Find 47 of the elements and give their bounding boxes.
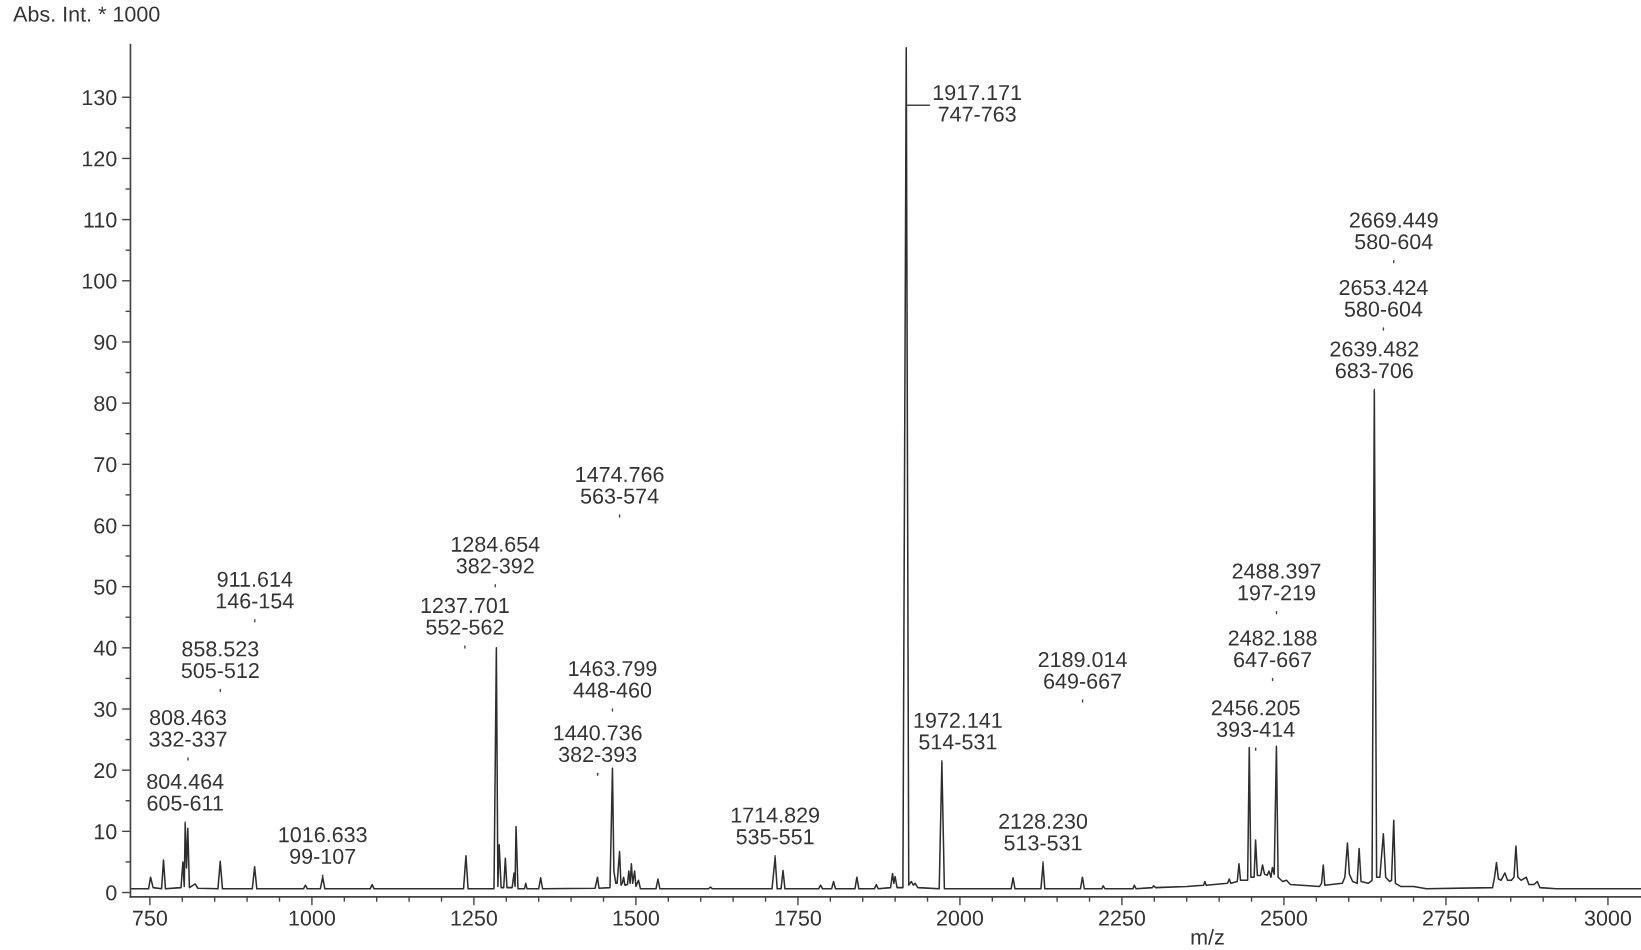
y-tick-label: 40 xyxy=(93,640,117,656)
y-tick-label: 50 xyxy=(94,579,117,595)
annotation: 808.463 332-337 xyxy=(149,709,227,747)
annotation: 2456.205 393-414 xyxy=(1211,700,1300,738)
y-tick-label: 90 xyxy=(94,334,117,350)
y-tick-label: 0 xyxy=(106,885,117,901)
annotation: 2488.397 197-219 xyxy=(1232,563,1321,601)
annotation: 2639.482 683-706 xyxy=(1330,341,1419,379)
x-axis-title: m/z xyxy=(1191,928,1224,945)
annotation: 804.464 605-611 xyxy=(147,773,224,811)
y-tick-label: 110 xyxy=(84,212,117,228)
x-tick-label: 750 xyxy=(133,910,168,926)
x-tick-label: 2750 xyxy=(1423,910,1470,926)
y-tick-label: 100 xyxy=(82,273,117,289)
annotation: 1474.766 563-574 xyxy=(576,466,664,504)
y-tick-label: 30 xyxy=(94,701,117,718)
annotation: 2189.014 649-667 xyxy=(1038,651,1127,689)
annotation: 1463.799 448-460 xyxy=(569,660,657,698)
annotation: 858.523 505-512 xyxy=(181,641,259,679)
annotation: 2653.424 580-604 xyxy=(1339,279,1428,317)
x-tick-label: 1500 xyxy=(613,910,660,926)
y-tick-label: 120 xyxy=(82,151,117,167)
annotation: 1237.701 552-562 xyxy=(421,597,509,635)
annotation: 2128.230 513-531 xyxy=(999,813,1088,851)
x-tick-label: 2500 xyxy=(1261,910,1308,926)
annotation: 1917.171 747-763 xyxy=(933,84,1021,122)
x-tick-label: 1000 xyxy=(289,910,336,926)
y-tick-label: 130 xyxy=(82,90,117,106)
y-tick-label: 10 xyxy=(94,824,117,840)
x-tick-label: 1750 xyxy=(775,910,822,926)
y-tick-label: 80 xyxy=(94,395,117,412)
annotation: 1972.141 514-531 xyxy=(914,712,1002,750)
annotation: 1440.736 382-393 xyxy=(554,725,642,763)
x-tick-label: 1250 xyxy=(451,910,498,926)
y-tick-label: 20 xyxy=(94,762,117,779)
x-tick-label: 2000 xyxy=(937,910,984,926)
x-tick-label: 3000 xyxy=(1584,910,1632,926)
annotation: 2482.188 647-667 xyxy=(1228,630,1317,668)
annotation: 2669.449 580-604 xyxy=(1349,212,1438,250)
y-tick-label: 70 xyxy=(94,457,117,473)
y-axis-title: Abs. Int. * 1000 xyxy=(13,5,160,22)
x-tick-label: 2250 xyxy=(1099,910,1146,926)
annotation: 1284.654 382-392 xyxy=(452,536,540,574)
y-tick-label: 60 xyxy=(94,518,117,534)
annotation: 911.614 146-154 xyxy=(216,571,294,609)
annotation: 1714.829 535-551 xyxy=(731,807,820,845)
annotation: 1016.633 99-107 xyxy=(279,827,367,864)
